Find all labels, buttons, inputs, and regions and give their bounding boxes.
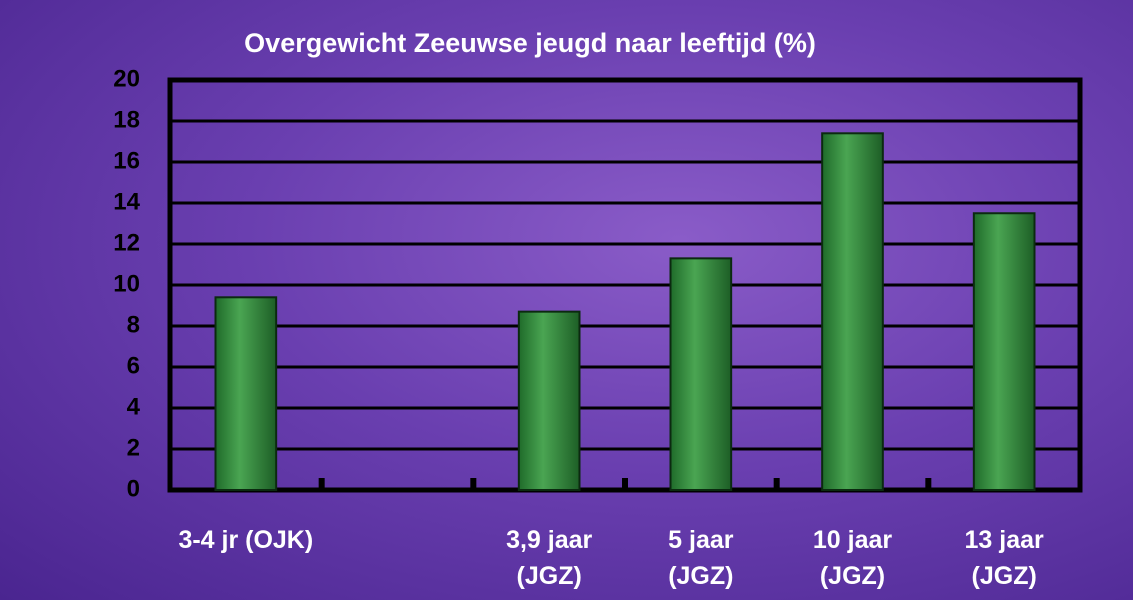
x-tick-mark (319, 478, 325, 488)
x-tick-label: 3-4 jr (OJK) (146, 522, 346, 558)
x-tick-mark (925, 478, 931, 488)
x-tick-mark (774, 478, 780, 488)
y-tick-label: 2 (127, 434, 140, 461)
y-tick-label: 12 (113, 229, 140, 256)
bar (822, 133, 883, 490)
y-tick-label: 20 (113, 65, 140, 92)
x-tick-mark (622, 478, 628, 488)
y-tick-label: 14 (113, 188, 140, 215)
bar (974, 213, 1035, 490)
x-tick-mark (470, 478, 476, 488)
y-tick-label: 6 (127, 352, 140, 379)
bar (671, 258, 732, 490)
y-tick-label: 4 (127, 393, 141, 420)
x-tick-label: 13 jaar (JGZ) (904, 522, 1104, 594)
y-tick-label: 8 (127, 311, 140, 338)
y-tick-label: 10 (113, 270, 140, 297)
bar (519, 312, 580, 490)
chart: Overgewicht Zeeuwse jeugd naar leeftijd … (0, 0, 1133, 600)
bar (216, 297, 277, 490)
chart-svg: Overgewicht Zeeuwse jeugd naar leeftijd … (0, 0, 1133, 600)
y-tick-label: 16 (113, 147, 140, 174)
y-tick-label: 0 (127, 475, 140, 502)
y-tick-label: 18 (113, 106, 140, 133)
chart-title: Overgewicht Zeeuwse jeugd naar leeftijd … (244, 28, 816, 58)
